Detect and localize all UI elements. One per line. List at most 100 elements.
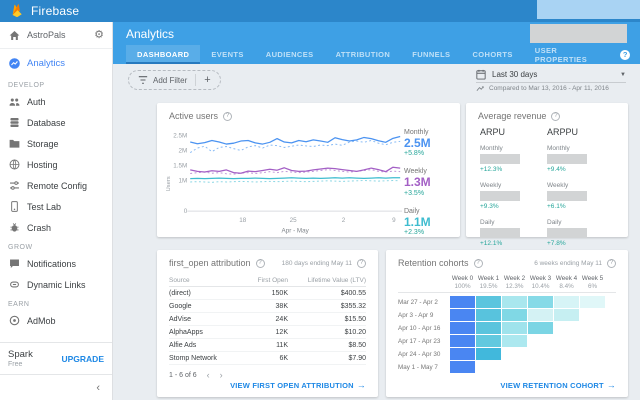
week-percent: 10.4%: [531, 283, 550, 290]
cohort-cell[interactable]: [528, 296, 553, 308]
project-selector[interactable]: AstroPals ⚙: [0, 22, 112, 49]
heatmap-week-percents: 100% 19.5% 12.3% 10.4% 8.4% 6%: [398, 283, 628, 290]
cohort-cell[interactable]: [476, 335, 501, 347]
sidebar-item-admob[interactable]: AdMob: [0, 310, 112, 331]
gear-icon[interactable]: ⚙: [94, 28, 104, 41]
legend-period-label: Weekly: [404, 168, 427, 176]
cohort-cell[interactable]: [450, 309, 475, 321]
sidebar-item-analytics[interactable]: Analytics: [0, 49, 112, 76]
link-label: VIEW FIRST OPEN ATTRIBUTION: [230, 381, 354, 390]
cell-first-open: 38K: [275, 302, 288, 310]
cohort-cell[interactable]: [450, 335, 475, 347]
column-header: Source: [169, 276, 190, 284]
help-icon[interactable]: ?: [551, 111, 561, 121]
attribution-table: Source First Open Lifetime Value (LTV) (dir…: [157, 268, 378, 365]
view-retention-link[interactable]: VIEW RETENTION COHORT →: [500, 380, 616, 390]
people-icon: [8, 95, 21, 108]
sidebar-item-database[interactable]: Database: [0, 112, 112, 133]
cohort-cell[interactable]: [528, 322, 553, 334]
cohort-cell[interactable]: [450, 296, 475, 308]
firebase-logo-icon: [10, 3, 24, 19]
cohort-cell[interactable]: [502, 309, 527, 321]
column-header: Lifetime Value (LTV): [307, 276, 366, 284]
tab-user-properties[interactable]: USER PROPERTIES: [534, 45, 588, 64]
redacted-value: [547, 154, 587, 164]
sidebar-item-storage[interactable]: Storage: [0, 133, 112, 154]
table-row: (direct) 150K $400.55: [169, 287, 366, 300]
metric-period-label: Weekly: [547, 182, 569, 189]
cell-first-open: 24K: [275, 315, 288, 323]
help-icon[interactable]: ?: [620, 49, 630, 60]
svg-text:2: 2: [342, 217, 346, 224]
plus-icon[interactable]: +: [204, 74, 211, 86]
cell-source: Alfie Ads: [169, 341, 197, 349]
cell-ltv: $15.50: [344, 315, 366, 323]
cohort-cell[interactable]: [476, 296, 501, 308]
legend-value: 2.5M: [404, 136, 431, 150]
folder-icon: [8, 137, 21, 150]
tab-cohorts[interactable]: COHORTS: [472, 50, 513, 59]
sidebar-collapse-button[interactable]: ‹: [0, 374, 112, 400]
tune-icon: [8, 179, 21, 192]
cohort-cell[interactable]: [476, 322, 501, 334]
cohort-cell[interactable]: [476, 309, 501, 321]
admob-icon: [8, 314, 21, 327]
sidebar-item-remote-config[interactable]: Remote Config: [0, 175, 112, 196]
cohort-label: Apr 17 - Apr 23: [398, 337, 441, 345]
chevron-left-icon: ‹: [96, 381, 100, 394]
sidebar-item-hosting[interactable]: Hosting: [0, 154, 112, 175]
view-attribution-link[interactable]: VIEW FIRST OPEN ATTRIBUTION →: [230, 380, 366, 390]
legend-item-monthly: Monthly 2.5M +5.8%: [404, 129, 452, 157]
help-icon[interactable]: ?: [357, 258, 366, 268]
tab-attribution[interactable]: ATTRIBUTION: [335, 50, 391, 59]
help-icon[interactable]: ?: [255, 258, 265, 268]
help-icon[interactable]: ?: [223, 111, 233, 121]
cell-first-open: 6K: [279, 354, 288, 362]
cohort-cell[interactable]: [476, 348, 501, 360]
tab-audiences[interactable]: AUDIENCES: [265, 50, 314, 59]
cell-ltv: $7.90: [348, 354, 366, 362]
cohort-cell[interactable]: [450, 361, 475, 373]
cohort-cell[interactable]: [554, 309, 579, 321]
legend-delta: +3.5%: [404, 189, 425, 197]
redacted-value: [547, 228, 587, 238]
help-icon[interactable]: ?: [473, 258, 483, 268]
upgrade-button[interactable]: UPGRADE: [61, 354, 104, 365]
sidebar-item-notifications[interactable]: Notifications: [0, 253, 112, 274]
sidebar-section-label: DEVELOP: [8, 82, 45, 89]
cell-ltv: $10.20: [344, 328, 366, 336]
comparison-text: Compared to Mar 13, 2016 - Apr 11, 2016: [489, 85, 609, 92]
plan-footer: Spark Free UPGRADE: [0, 342, 112, 374]
table-row: AdVise 24K $15.50: [169, 313, 366, 326]
tab-events[interactable]: EVENTS: [211, 50, 244, 59]
help-icon[interactable]: ?: [607, 258, 616, 268]
tab-dashboard[interactable]: DASHBOARD: [126, 45, 201, 64]
sidebar-item-dynamic-links[interactable]: Dynamic Links: [0, 274, 112, 295]
table-header-row: Source First Open Lifetime Value (LTV): [169, 274, 366, 287]
sidebar-item-test-lab[interactable]: Test Lab: [0, 196, 112, 217]
cohort-cell[interactable]: [450, 322, 475, 334]
sidebar-item-crash[interactable]: Crash: [0, 217, 112, 238]
add-filter-button[interactable]: Add Filter +: [128, 70, 221, 90]
link-label: VIEW RETENTION COHORT: [500, 381, 604, 390]
revenue-metric-monthly: Monthly +9.4%: [547, 145, 614, 173]
legend-item-weekly: Weekly 1.3M +3.5%: [404, 168, 452, 196]
cohort-cell[interactable]: [502, 296, 527, 308]
sidebar-item-label: Storage: [27, 138, 59, 149]
cohort-cell[interactable]: [528, 309, 553, 321]
legend-item-daily: Daily 1.1M +2.3%: [404, 208, 452, 236]
page-next-button[interactable]: ›: [219, 370, 223, 380]
cohort-cell[interactable]: [502, 335, 527, 347]
cohort-cell[interactable]: [450, 348, 475, 360]
cohort-cell[interactable]: [580, 296, 605, 308]
sidebar-item-auth[interactable]: Auth: [0, 91, 112, 112]
cohort-cell[interactable]: [554, 296, 579, 308]
page-prev-button[interactable]: ‹: [206, 370, 210, 380]
tab-funnels[interactable]: FUNNELS: [412, 50, 451, 59]
active-users-card: Active users ? 0 1M 1.5M 2M 2.5M 18 25 2 9 Apr - …: [157, 103, 460, 237]
cohort-cell[interactable]: [502, 322, 527, 334]
date-range-dropdown[interactable]: Last 30 days ▼: [476, 69, 626, 83]
cohort-row: Apr 3 - Apr 9: [398, 309, 628, 321]
caret-down-icon: ▼: [620, 71, 626, 78]
chat-icon: [8, 257, 21, 270]
